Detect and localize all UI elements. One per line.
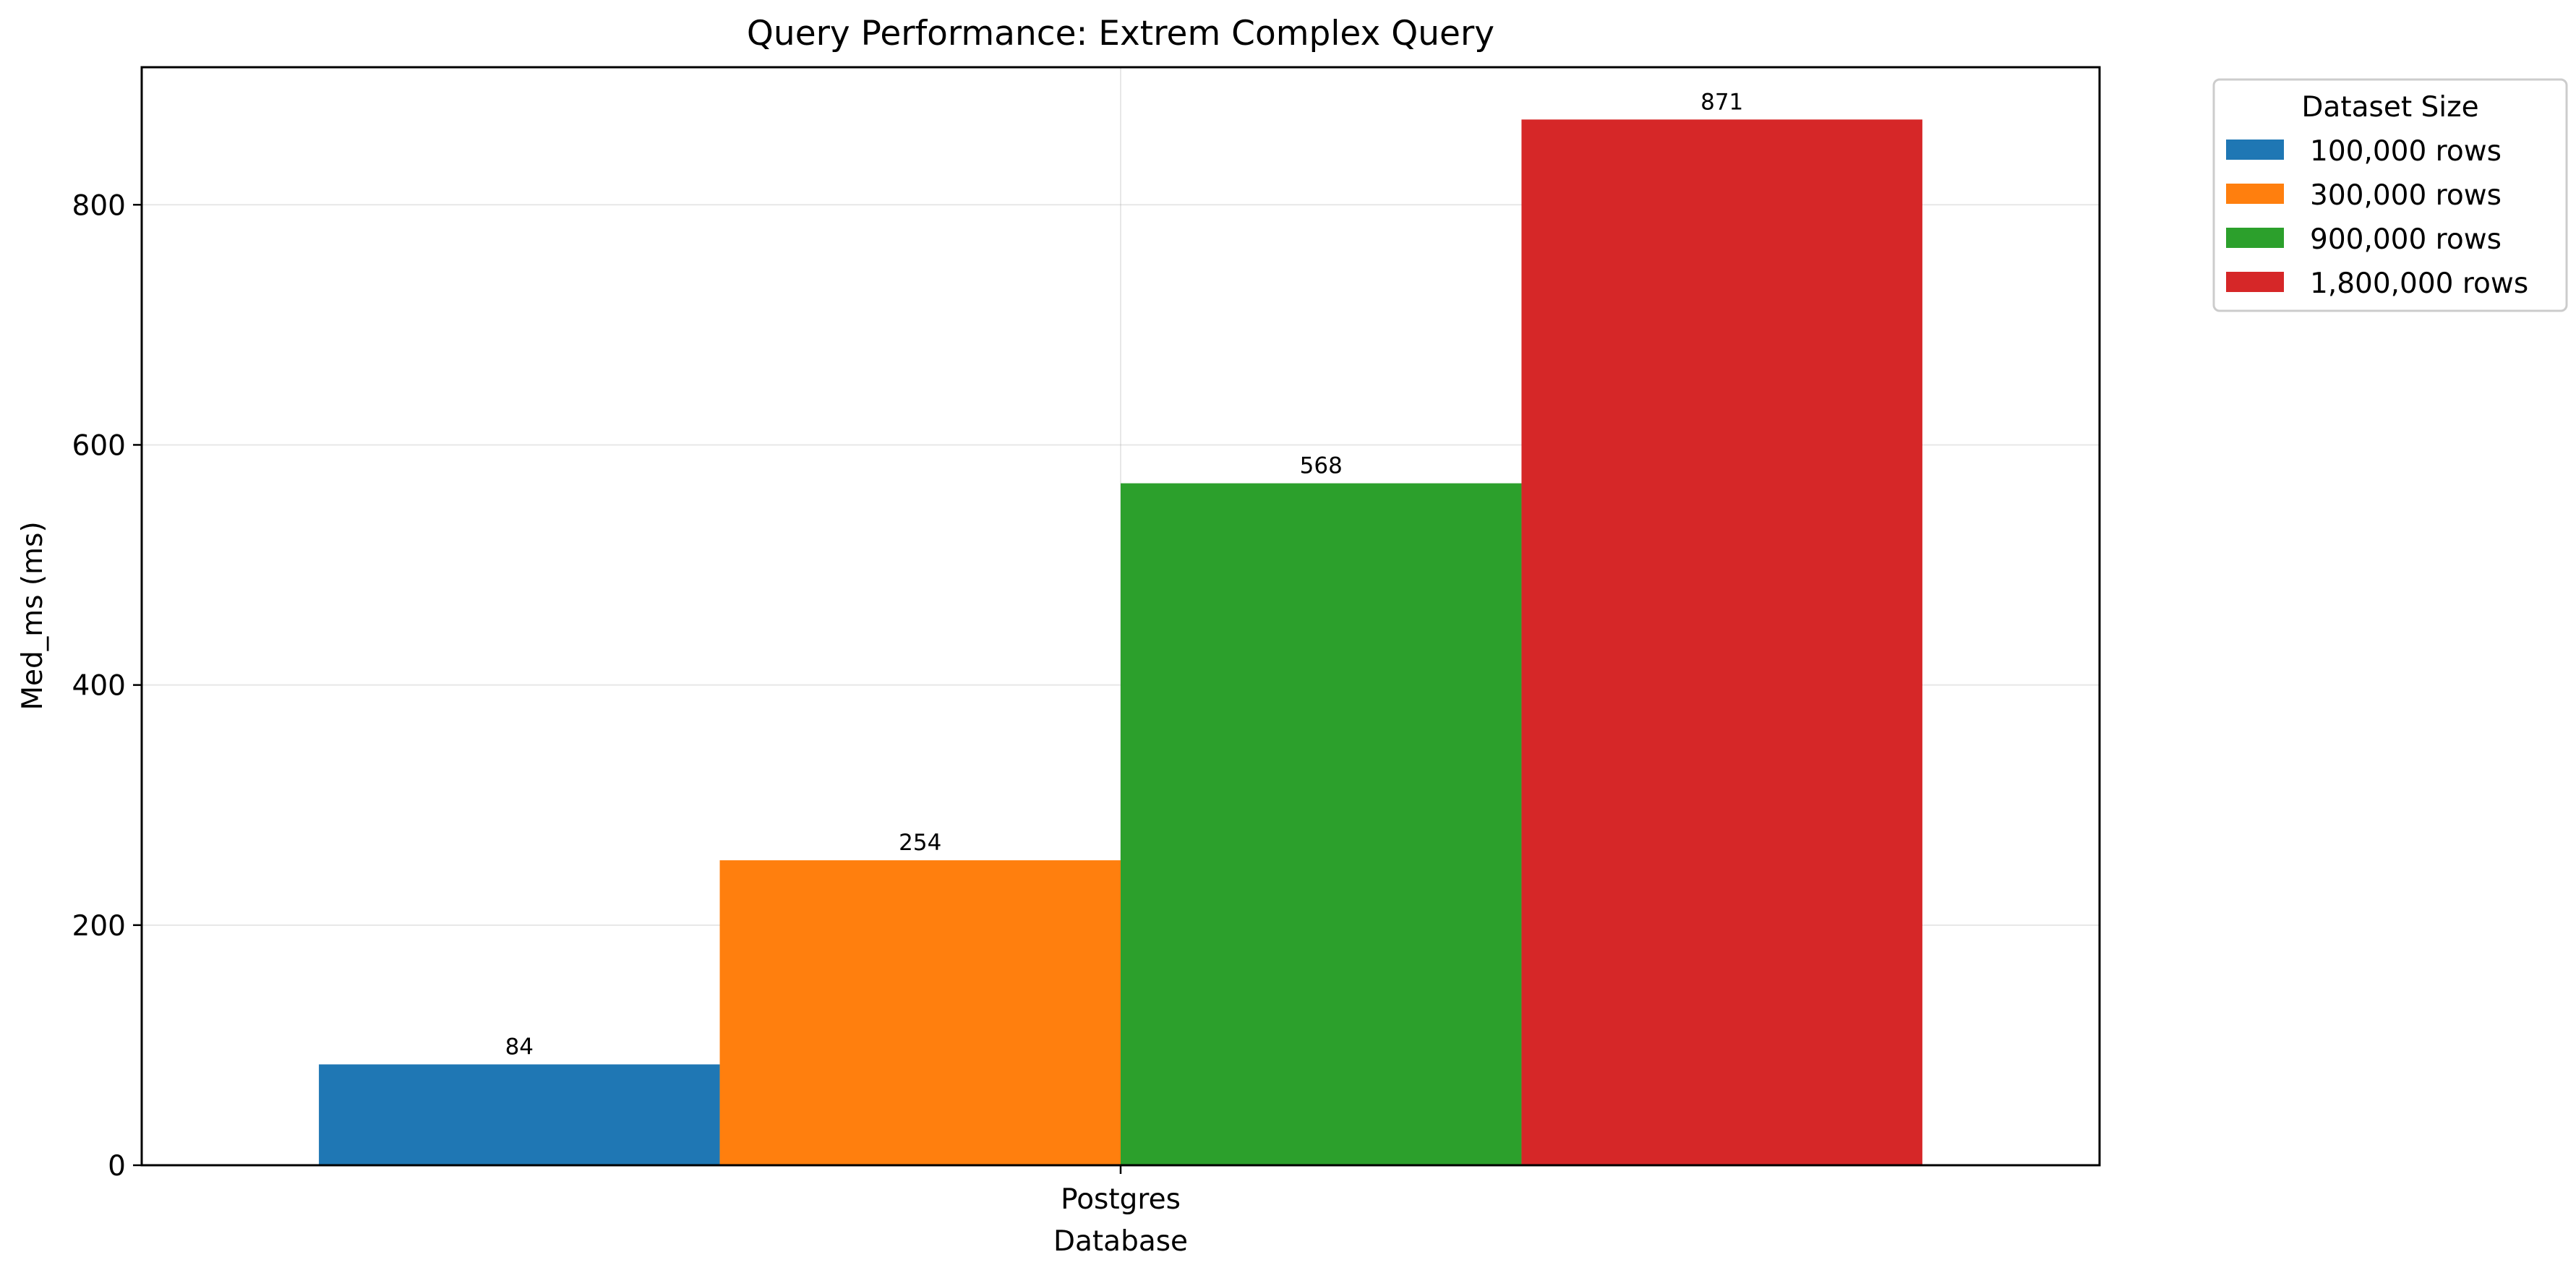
legend-swatch: [2226, 272, 2284, 292]
legend-swatch: [2226, 140, 2284, 160]
y-axis-label: Med_ms (ms): [17, 521, 49, 710]
bar: [1121, 483, 1522, 1165]
legend-box: [2212, 78, 2568, 312]
bar: [1521, 119, 1922, 1165]
bar-data-label: 84: [505, 1034, 534, 1060]
legend-label: 900,000 rows: [2310, 223, 2502, 256]
y-tick-label: 800: [72, 189, 126, 222]
x-tick-label: Postgres: [1061, 1183, 1181, 1216]
x-axis-label: Database: [1053, 1225, 1188, 1258]
legend-title: Dataset Size: [2301, 91, 2478, 124]
chart-title: Query Performance: Extrem Complex Query: [747, 14, 1494, 53]
y-tick-label: 200: [72, 910, 126, 943]
legend-items: 100,000 rows 300,000 rows 900,000 rows 1,80…: [2226, 135, 2528, 300]
legend-label: 300,000 rows: [2310, 179, 2502, 212]
bar-data-label: 254: [899, 830, 941, 856]
legend-label: 1,800,000 rows: [2310, 267, 2528, 300]
legend-swatch: [2226, 228, 2284, 248]
bar-data-label: 568: [1300, 453, 1343, 479]
bar-data-label: 871: [1700, 89, 1743, 115]
bar-labels: 84 254 568 871: [505, 89, 1744, 1060]
legend: Dataset Size 100,000 rows 300,000 rows 900…: [2212, 78, 2568, 312]
bar: [719, 860, 1121, 1165]
legend-label: 100,000 rows: [2310, 135, 2502, 168]
x-axis: Postgres: [1061, 1165, 1181, 1216]
y-tick-label: 600: [72, 429, 126, 462]
y-tick-label: 0: [108, 1150, 126, 1183]
bars: [319, 119, 1922, 1165]
bar: [319, 1064, 720, 1165]
y-axis: 0 200 400 600 800: [72, 189, 142, 1183]
y-tick-label: 400: [72, 670, 126, 703]
legend-swatch: [2226, 184, 2284, 204]
